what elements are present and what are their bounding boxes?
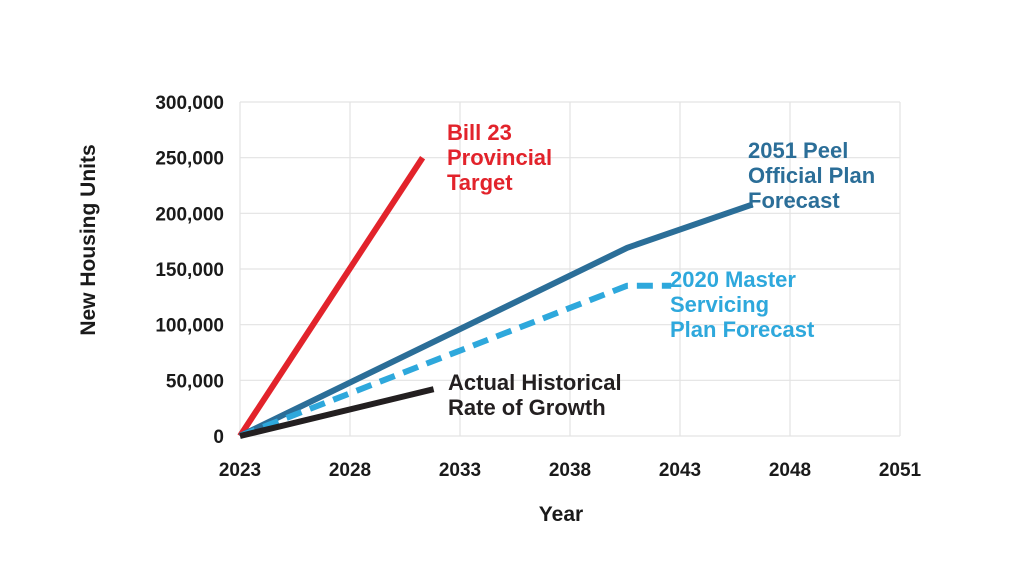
x-tick-label: 2051 xyxy=(879,460,922,481)
y-tick-label: 0 xyxy=(213,427,224,448)
series-label-line: Provincial xyxy=(447,145,552,170)
y-axis-ticks: 0 50,000 100,000 150,000 200,000 250,000 300,0… xyxy=(155,93,224,448)
y-tick-label: 300,000 xyxy=(155,93,224,114)
x-tick-label: 2048 xyxy=(769,460,811,481)
series-label-line: Rate of Growth xyxy=(448,395,606,420)
series-label-peel-official-plan: 2051 Peel Official Plan Forecast xyxy=(748,138,875,213)
series-label-line: Target xyxy=(447,170,513,195)
y-tick-label: 50,000 xyxy=(166,371,224,392)
y-tick-label: 150,000 xyxy=(155,260,224,281)
y-axis-title: New Housing Units xyxy=(77,144,100,335)
series-labels: Bill 23 Provincial Target 2051 Peel Official… xyxy=(447,120,875,420)
series-lines xyxy=(237,156,754,439)
series-line-master-servicing-plan xyxy=(238,282,672,439)
series-label-historical-growth: Actual Historical Rate of Growth xyxy=(448,370,622,420)
series-label-line: 2051 Peel xyxy=(748,138,848,163)
x-tick-label: 2023 xyxy=(219,460,261,481)
x-tick-label: 2043 xyxy=(659,460,701,481)
series-label-line: Official Plan xyxy=(748,163,875,188)
series-label-master-servicing-plan: 2020 Master Servicing Plan Forecast xyxy=(670,267,815,342)
series-label-line: 2020 Master xyxy=(670,267,796,292)
series-label-line: Servicing xyxy=(670,292,769,317)
x-tick-label: 2033 xyxy=(439,460,481,481)
series-label-line: Bill 23 xyxy=(447,120,512,145)
x-axis-title: Year xyxy=(539,503,583,526)
x-tick-label: 2028 xyxy=(329,460,371,481)
series-label-line: Actual Historical xyxy=(448,370,622,395)
series-line-historical-growth xyxy=(239,386,435,439)
y-tick-label: 100,000 xyxy=(155,316,224,337)
x-tick-label: 2038 xyxy=(549,460,591,481)
series-label-bill-23-target: Bill 23 Provincial Target xyxy=(447,120,552,195)
y-tick-label: 200,000 xyxy=(155,204,224,225)
x-axis-ticks: 2023 2028 2033 2038 2043 2048 2051 xyxy=(219,460,922,481)
series-line-bill-23-target xyxy=(237,156,426,438)
series-label-line: Plan Forecast xyxy=(670,317,815,342)
series-label-line: Forecast xyxy=(748,188,840,213)
series-line-peel-official-plan xyxy=(238,201,754,439)
y-tick-label: 250,000 xyxy=(155,149,224,170)
